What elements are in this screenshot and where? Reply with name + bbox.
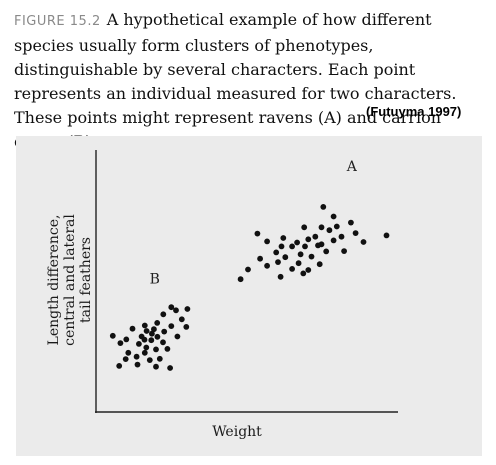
data-point-b — [154, 320, 161, 326]
data-point-b — [167, 365, 174, 371]
data-point-a — [383, 232, 390, 239]
data-point-a — [237, 276, 244, 283]
y-axis-label-line: tail feathers — [78, 237, 94, 324]
data-point-a — [264, 238, 270, 245]
data-point-b — [134, 361, 141, 368]
data-point-a — [295, 260, 302, 267]
data-point-a — [326, 227, 333, 234]
data-point-a — [277, 273, 284, 280]
data-point-b — [183, 324, 190, 330]
plot-panel — [16, 136, 482, 456]
figure-label: FIGURE 15.2 — [14, 14, 101, 29]
data-point-a — [323, 248, 330, 255]
data-point-b — [173, 307, 179, 314]
data-point-b — [136, 341, 142, 347]
data-point-b — [156, 355, 163, 362]
data-point-b — [109, 332, 116, 339]
data-point-a — [297, 251, 304, 258]
data-point-a — [282, 254, 289, 261]
data-point-a — [305, 267, 312, 273]
data-point-b — [161, 328, 168, 335]
data-point-a — [257, 255, 263, 262]
cluster-label-b: B — [150, 272, 160, 288]
data-point-a — [305, 236, 312, 243]
data-point-b — [153, 363, 159, 370]
data-point-b — [129, 325, 136, 332]
data-point-b — [164, 346, 171, 352]
data-point-b — [151, 326, 157, 333]
data-point-b — [146, 357, 153, 363]
data-point-a — [300, 270, 307, 277]
data-point-b — [133, 353, 140, 360]
data-point-a — [318, 224, 325, 231]
data-point-b — [143, 344, 150, 351]
data-point-a — [289, 266, 295, 272]
data-point-a — [330, 237, 337, 244]
data-point-a — [245, 266, 251, 273]
data-point-b — [154, 333, 161, 340]
data-point-a — [275, 259, 281, 265]
data-point-a — [360, 239, 367, 245]
data-point-a — [316, 261, 323, 268]
y-axis-label-line: Length difference, — [46, 214, 62, 346]
data-point-a — [333, 223, 340, 230]
y-axis-label-line: central and lateral — [62, 214, 78, 346]
data-point-a — [338, 233, 345, 240]
data-point-b — [141, 322, 148, 329]
x-axis-label-text: Weight — [212, 424, 262, 440]
data-point-a — [330, 213, 337, 220]
data-point-b — [149, 330, 155, 337]
data-point-b — [141, 336, 148, 343]
data-point-b — [122, 356, 129, 362]
data-point-a — [289, 243, 295, 250]
data-point-a — [264, 262, 270, 269]
data-point-b — [148, 337, 155, 344]
data-point-a — [308, 253, 315, 260]
data-point-b — [160, 311, 167, 318]
data-point-a — [312, 233, 319, 240]
data-point-a — [301, 224, 308, 231]
data-point-b — [117, 340, 124, 346]
data-point-b — [178, 316, 185, 323]
data-point-b — [160, 339, 166, 346]
data-point-b — [168, 323, 175, 329]
cluster-label-a: A — [346, 159, 358, 175]
data-point-a — [273, 249, 280, 256]
data-point-a — [278, 243, 285, 250]
data-point-b — [174, 333, 181, 340]
data-point-b — [125, 349, 132, 356]
data-point-b — [123, 336, 130, 343]
data-point-a — [320, 204, 327, 210]
data-point-a — [341, 248, 347, 255]
data-point-b — [153, 346, 159, 353]
data-point-b — [168, 304, 175, 311]
data-point-a — [254, 230, 261, 237]
data-point-a — [348, 219, 354, 226]
data-point-a — [280, 235, 287, 241]
data-point-b — [116, 363, 123, 369]
data-point-a — [302, 243, 308, 250]
y-axis-label-text: Length difference, central and lateral t… — [46, 214, 94, 346]
figure-credit: (Futuyma 1997) — [366, 104, 462, 119]
data-point-a — [294, 239, 300, 246]
data-point-a — [315, 242, 321, 249]
data-point-b — [141, 349, 148, 356]
data-point-a — [352, 230, 359, 237]
data-point-b — [143, 328, 150, 334]
data-point-b — [184, 306, 191, 312]
